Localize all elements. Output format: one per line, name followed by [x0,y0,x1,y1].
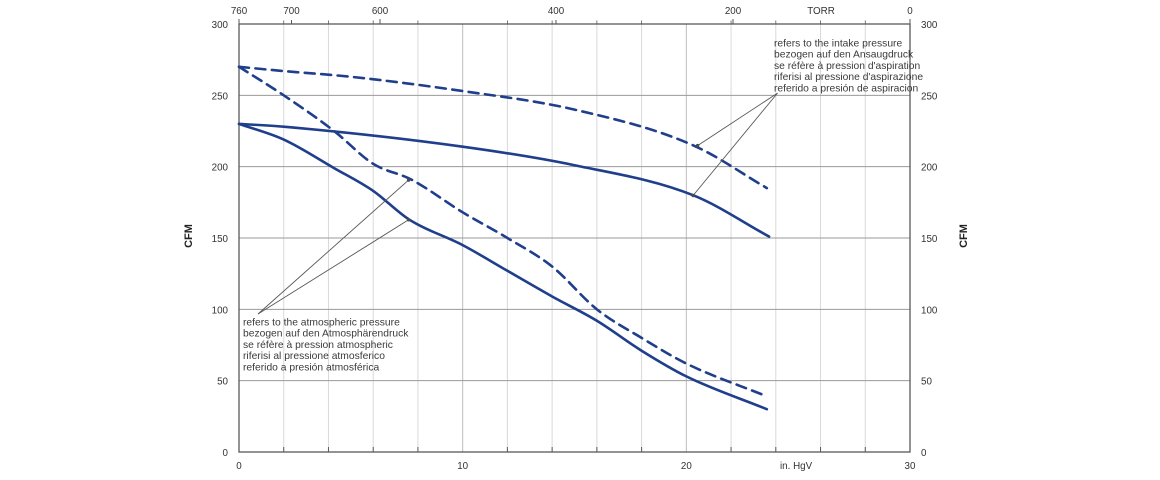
svg-text:10: 10 [457,461,468,472]
svg-text:200: 200 [212,163,229,174]
svg-text:250: 250 [921,91,938,102]
svg-text:referido a presión atmosférica: referido a presión atmosférica [243,362,379,373]
svg-text:600: 600 [372,6,389,17]
svg-text:0: 0 [907,6,913,17]
svg-text:0: 0 [921,448,927,459]
svg-text:150: 150 [921,234,938,245]
svg-text:refers to the intake pressure: refers to the intake pressure [774,39,902,50]
svg-text:riferisi al pressione d'aspira: riferisi al pressione d'aspirazione [774,72,923,83]
svg-text:CFM: CFM [958,224,970,248]
svg-text:150: 150 [212,234,229,245]
svg-text:20: 20 [681,461,692,472]
svg-text:250: 250 [212,91,229,102]
svg-text:se réfère à pression atmospher: se réfère à pression atmospheric [243,340,393,351]
svg-text:200: 200 [921,163,938,174]
svg-text:100: 100 [212,305,229,316]
svg-text:0: 0 [236,461,242,472]
svg-text:se réfère à pression d'aspirat: se réfère à pression d'aspiration [774,61,920,72]
svg-text:300: 300 [212,20,229,31]
svg-text:refers to the atmospheric pres: refers to the atmospheric pressure [243,318,400,329]
svg-text:50: 50 [921,377,932,388]
svg-text:in. HgV: in. HgV [780,461,813,472]
svg-text:TORR: TORR [807,6,835,17]
svg-text:30: 30 [905,461,916,472]
svg-text:760: 760 [231,6,248,17]
svg-text:CFM: CFM [183,224,195,248]
svg-text:riferisi al pressione atmosfer: riferisi al pressione atmosferico [243,351,385,362]
svg-text:400: 400 [548,6,565,17]
svg-text:300: 300 [921,20,938,31]
svg-text:referido a presión de aspiraci: referido a presión de aspiracion [774,83,919,94]
svg-text:bezogen auf den Atmosphärendru: bezogen auf den Atmosphärendruck [243,329,409,340]
svg-text:bezogen auf den Ansaugdruck: bezogen auf den Ansaugdruck [774,50,914,61]
svg-text:200: 200 [725,6,742,17]
svg-text:0: 0 [223,448,229,459]
svg-text:100: 100 [921,305,938,316]
svg-text:50: 50 [217,377,228,388]
svg-text:700: 700 [283,6,300,17]
